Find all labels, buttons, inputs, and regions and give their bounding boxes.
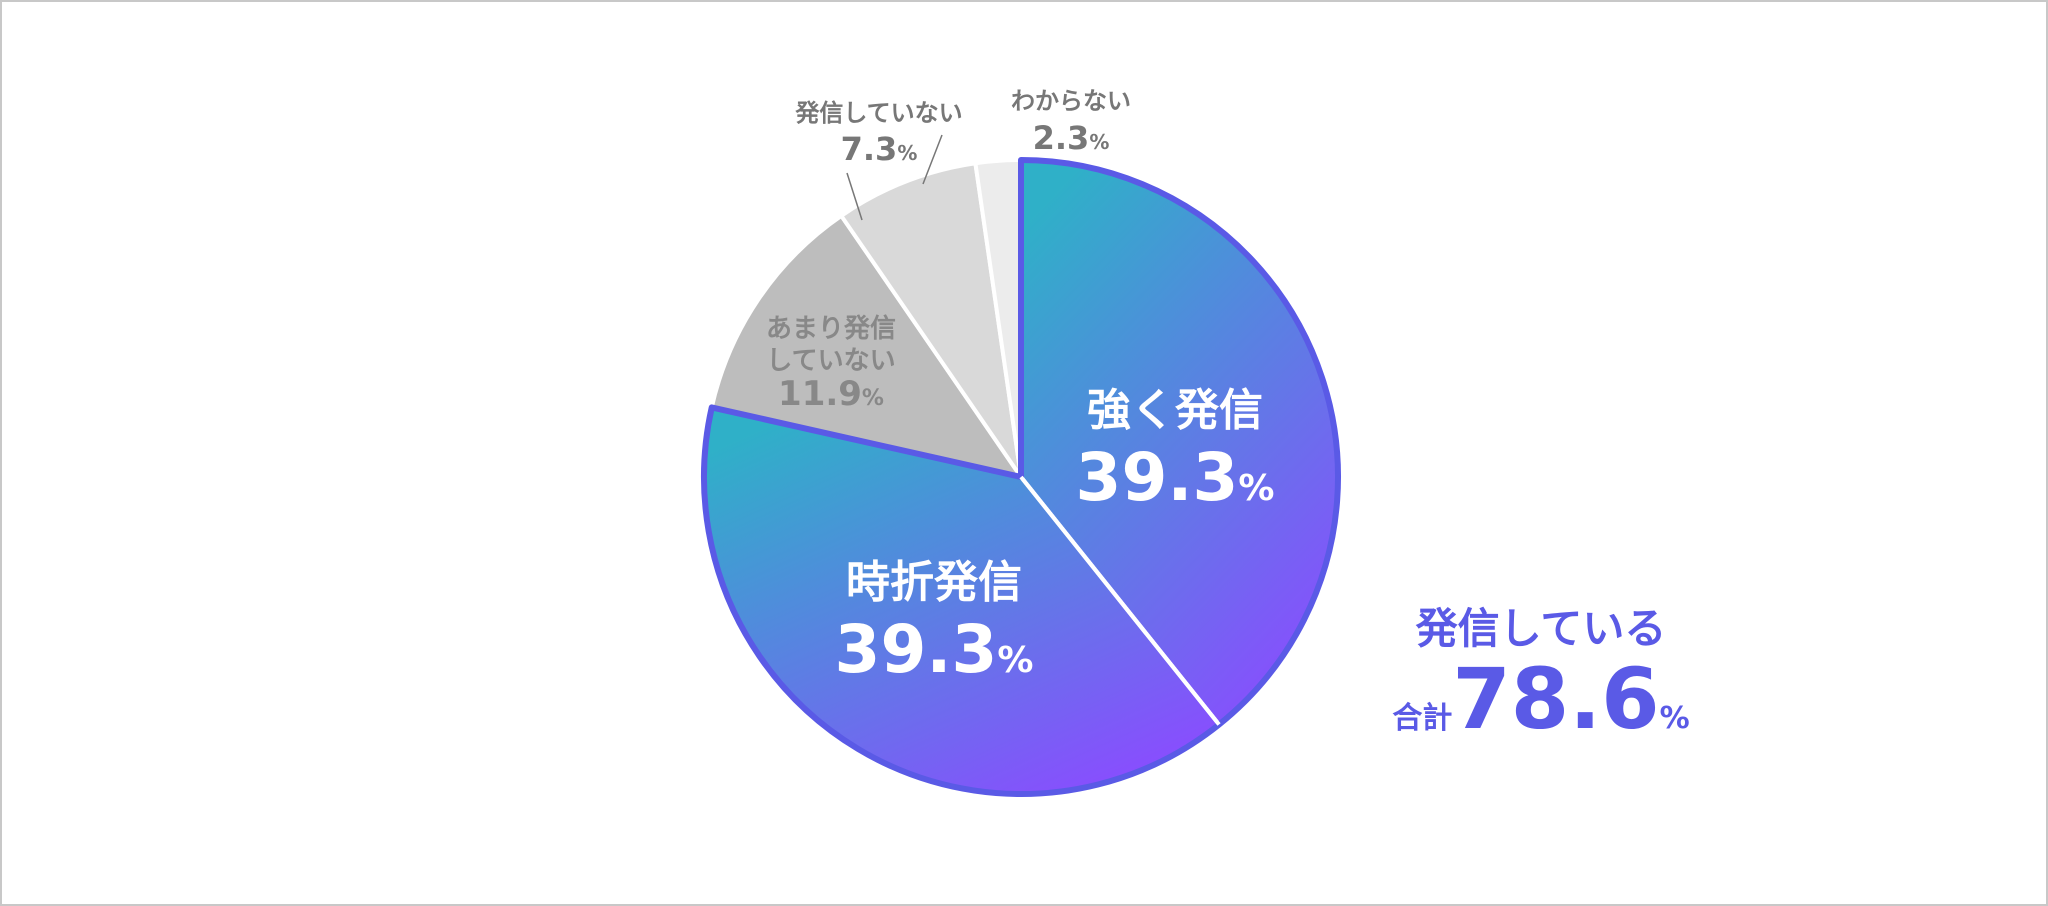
pie-slice-2: [709, 213, 1026, 481]
annotation-total: 合計78.6%: [1392, 650, 1689, 748]
slice-separator: [1019, 475, 1221, 726]
pie-slice-3: [838, 161, 1023, 479]
leader-line-unknown: [922, 134, 943, 185]
slice-value-occasional: 39.3%: [835, 611, 1034, 688]
slice-label-rarely-line2: していない: [766, 346, 895, 376]
annotation-title: 発信している: [1416, 604, 1667, 653]
slice-label-strong: 強く発信: [1087, 385, 1263, 436]
slice-label-unknown: わからない: [1011, 87, 1131, 115]
slice-label-not-posting: 発信していない: [794, 99, 962, 127]
slice-label-rarely-line1: あまり発信: [766, 314, 896, 344]
leader-line-not-posting: [846, 172, 863, 221]
slice-value-unknown: 2.3%: [1033, 119, 1110, 157]
slice-label-occasional: 時折発信: [846, 557, 1022, 608]
slice-value-strong: 39.3%: [1076, 439, 1275, 516]
slice-value-rarely: 11.9%: [778, 374, 884, 414]
slice-value-not-posting: 7.3%: [841, 130, 918, 168]
